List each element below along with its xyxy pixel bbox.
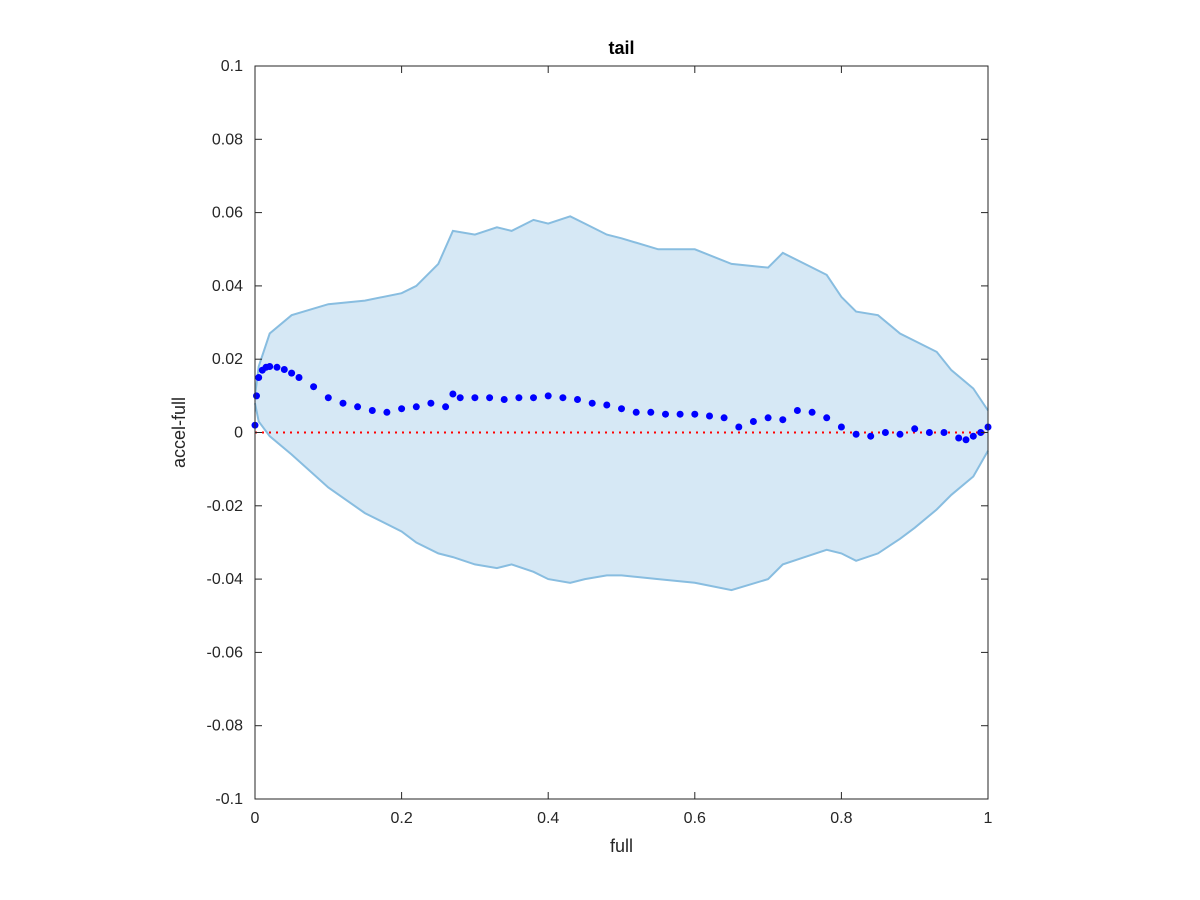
data-point <box>706 412 713 420</box>
data-points-layer <box>251 363 992 444</box>
y-tick-label: 0.06 <box>212 205 243 222</box>
data-point <box>955 434 963 442</box>
data-point <box>969 432 977 440</box>
band-fill <box>255 216 988 591</box>
data-point <box>881 429 889 436</box>
data-point <box>412 403 420 411</box>
data-point <box>280 366 288 373</box>
data-point <box>618 405 625 413</box>
data-point <box>588 399 596 407</box>
band-upper-edge <box>254 215 989 412</box>
data-point <box>676 410 684 418</box>
data-point <box>530 394 537 402</box>
x-axis-label: full <box>610 836 633 856</box>
y-tick-label: -0.1 <box>215 791 243 808</box>
data-point <box>852 430 860 438</box>
data-point <box>735 423 743 431</box>
data-point <box>324 394 332 402</box>
y-tick-label: -0.02 <box>207 498 244 515</box>
y-tick-label: 0.1 <box>221 58 243 75</box>
data-point <box>398 405 406 413</box>
y-tick-label: 0.04 <box>212 278 243 295</box>
data-point <box>255 374 263 381</box>
data-point <box>779 416 787 424</box>
data-point <box>823 414 831 422</box>
data-point <box>808 408 816 416</box>
data-point <box>911 425 919 433</box>
data-point <box>749 418 757 425</box>
data-point <box>962 436 970 444</box>
x-tick-label: 0.6 <box>684 810 706 827</box>
data-point <box>456 394 464 402</box>
chart-title: tail <box>608 38 634 58</box>
data-point <box>764 414 772 422</box>
data-point <box>253 392 260 400</box>
data-point <box>368 407 376 414</box>
confidence-band-layer <box>254 215 989 592</box>
y-tick-label: 0 <box>234 425 243 442</box>
data-point <box>500 396 508 403</box>
x-tick-label: 0.8 <box>830 810 852 827</box>
data-point <box>288 369 296 377</box>
y-axis-label: accel-full <box>169 397 189 468</box>
data-point <box>273 363 281 371</box>
x-tick-label: 0 <box>251 810 260 827</box>
data-point <box>647 408 655 416</box>
data-point <box>574 396 581 403</box>
data-point <box>515 394 523 402</box>
x-tick-label: 0.4 <box>537 810 559 827</box>
data-point <box>310 383 318 391</box>
data-point <box>266 363 274 370</box>
data-point <box>442 403 450 411</box>
data-point <box>632 408 640 416</box>
data-point <box>793 407 801 414</box>
axis-ticks-layer: 0 0.2 0.4 0.6 0.8 1 -0.1 -0.08 -0.06 -0.04 -0.02 0 0… <box>207 58 993 827</box>
y-tick-label: -0.04 <box>207 571 244 588</box>
data-point <box>691 410 699 418</box>
data-point <box>559 394 567 402</box>
data-point <box>471 394 479 402</box>
data-point <box>486 394 494 402</box>
y-tick-label: -0.06 <box>207 644 244 661</box>
data-point <box>449 390 457 398</box>
data-point <box>295 374 303 381</box>
data-point <box>383 408 391 416</box>
data-point <box>544 392 552 400</box>
y-tick-label: -0.08 <box>207 718 244 735</box>
data-point <box>339 399 347 407</box>
data-point <box>427 399 435 407</box>
data-point <box>940 429 948 436</box>
y-tick-label: 0.02 <box>212 351 243 368</box>
data-point <box>925 429 933 436</box>
data-point <box>867 432 875 440</box>
x-tick-label: 0.2 <box>390 810 412 827</box>
band-lower-edge <box>254 403 989 592</box>
data-point <box>354 403 362 411</box>
data-point <box>837 423 845 431</box>
data-point <box>720 414 728 422</box>
data-point <box>896 430 904 438</box>
data-point <box>603 401 611 409</box>
data-point <box>977 429 985 436</box>
x-tick-label: 1 <box>984 810 993 827</box>
y-tick-label: 0.08 <box>212 131 243 148</box>
data-point <box>662 410 669 418</box>
